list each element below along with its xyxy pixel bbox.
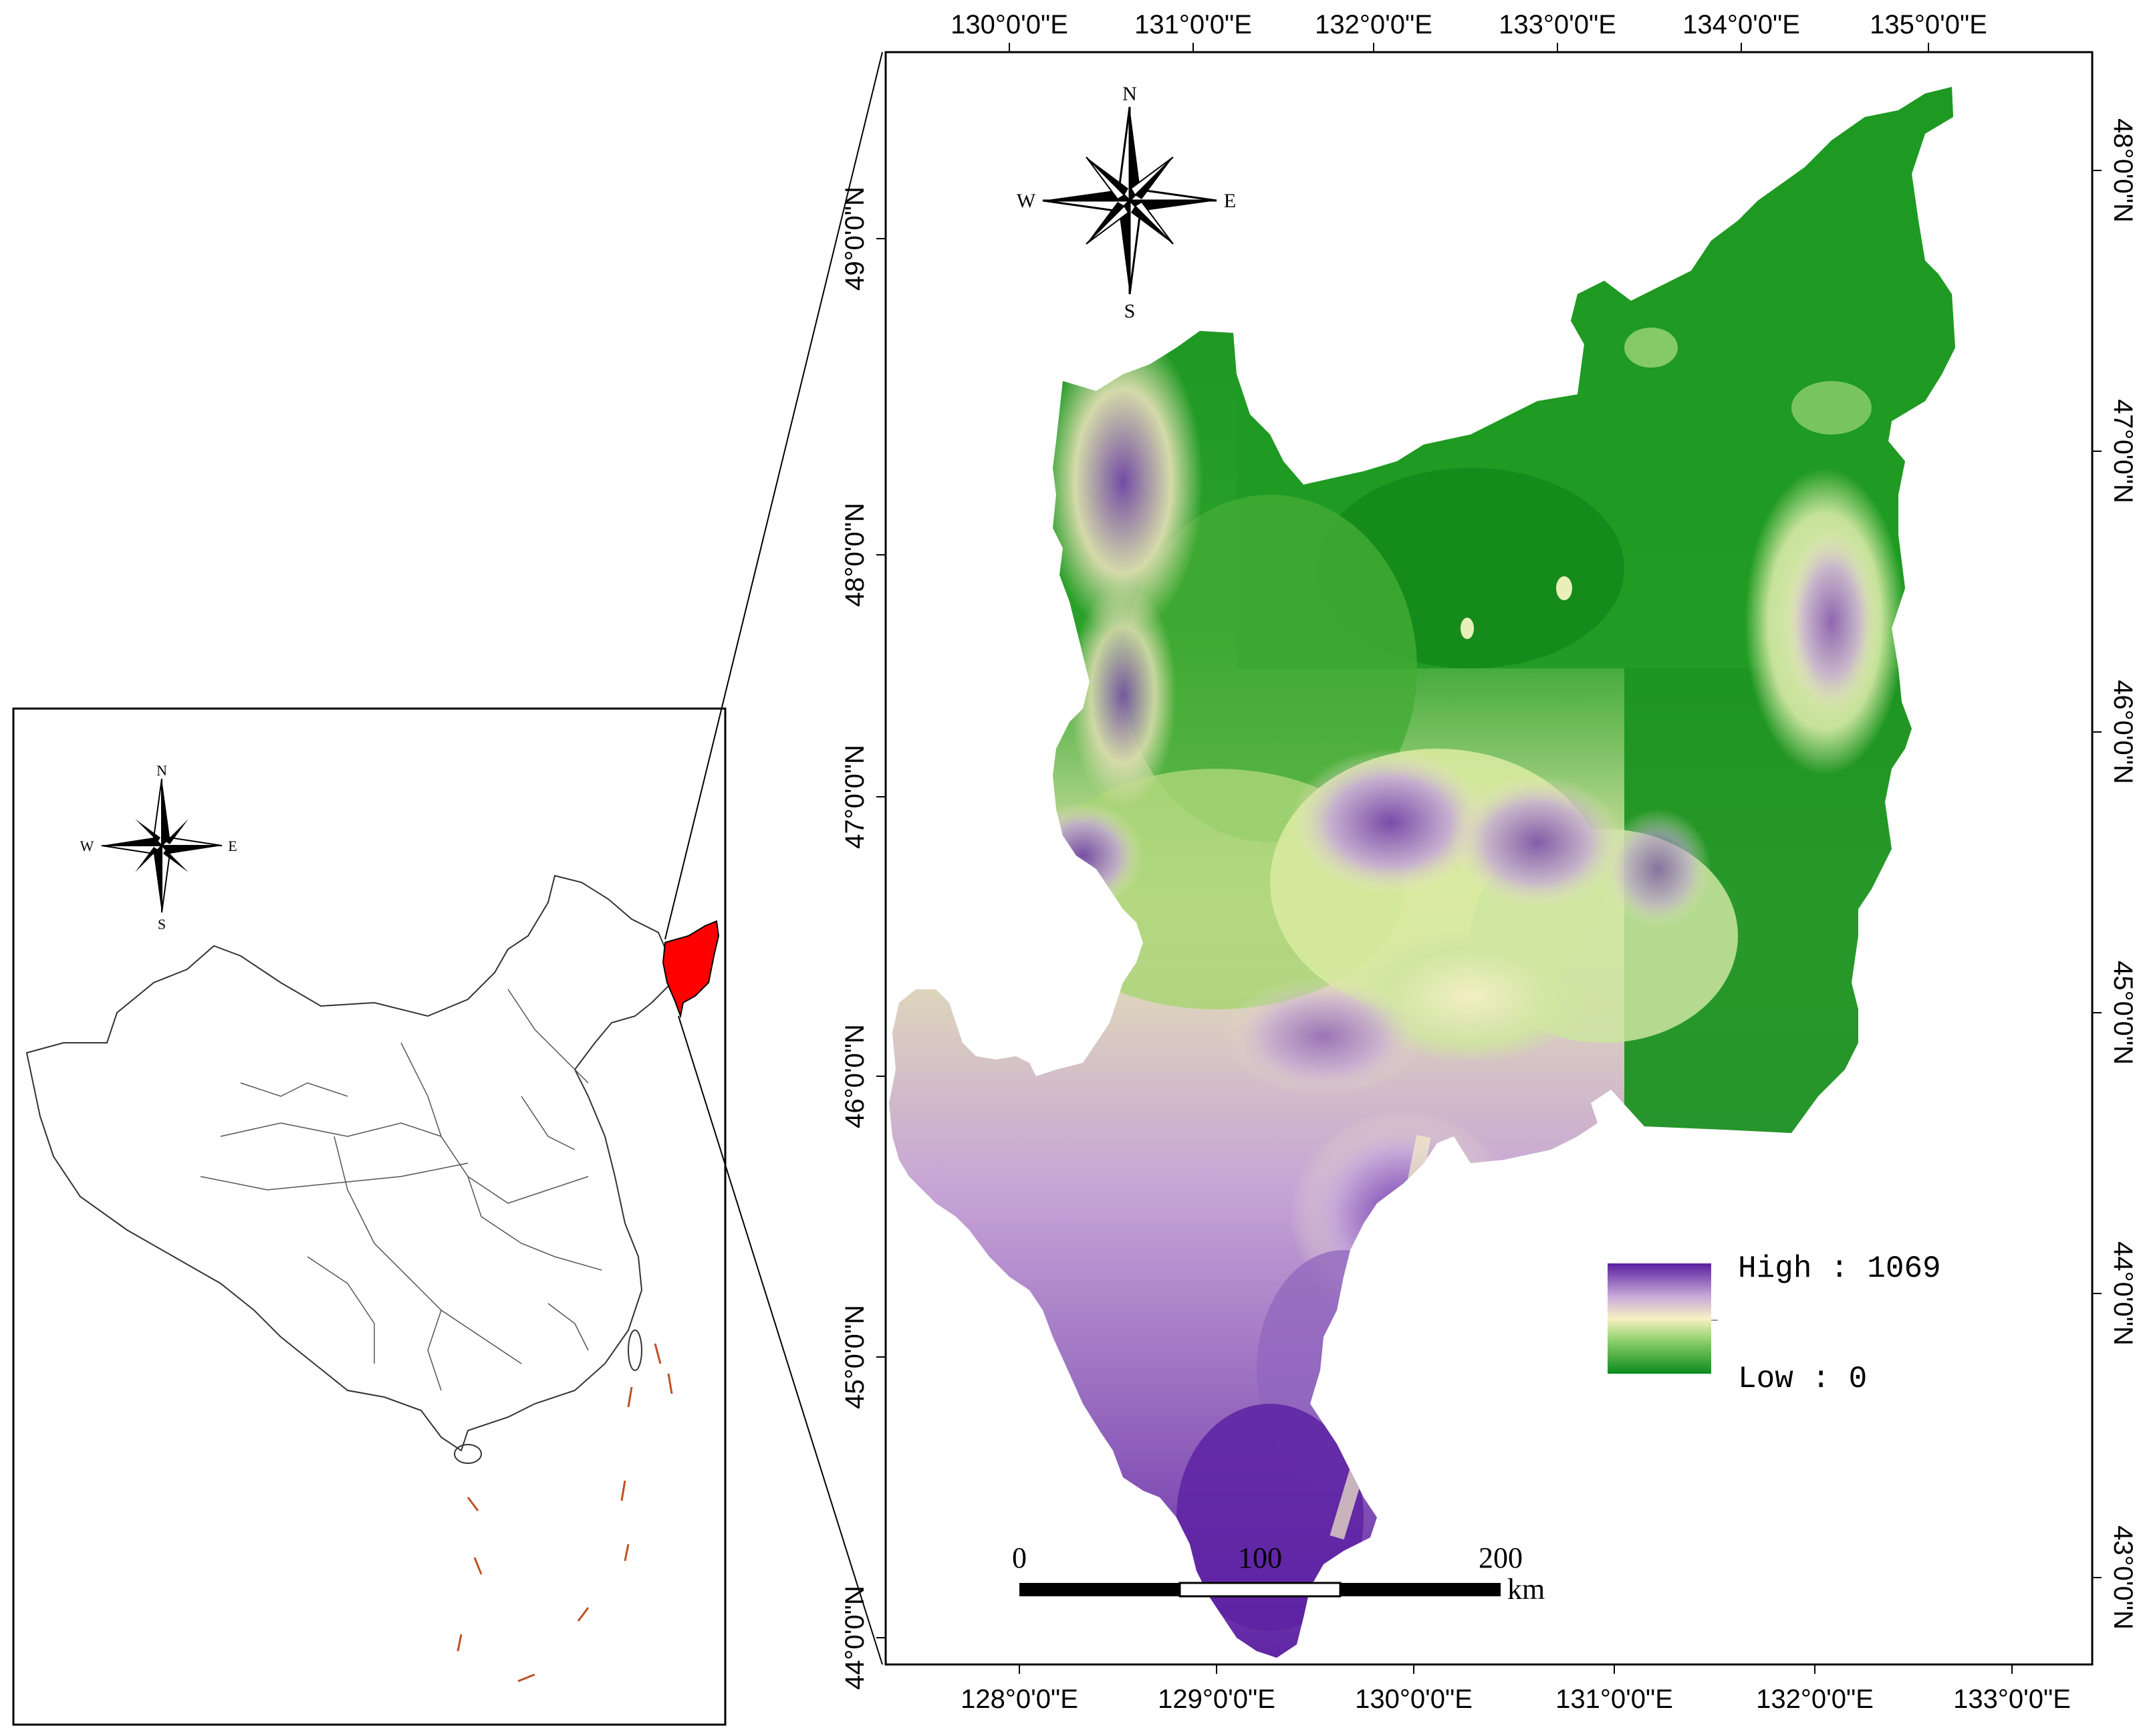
right-lat-label: 48°0'0"N: [2108, 118, 2138, 223]
zoom-connector-lines: [664, 51, 883, 1665]
left-lat-label: 49°0'0"N: [840, 187, 870, 291]
top-lon-label: 133°0'0"E: [1499, 10, 1616, 39]
bottom-longitude-labels: 128°0'0"E 129°0'0"E 130°0'0"E 131°0'0"E …: [961, 1685, 2071, 1714]
left-lat-label: 45°0'0"N: [840, 1305, 870, 1409]
elevation-legend: High : 1069 Low : 0: [1608, 1251, 1941, 1396]
left-lat-label: 44°0'0"N: [840, 1586, 870, 1690]
right-lat-label: 47°0'0"N: [2108, 399, 2138, 503]
scale-label-200: 200: [1479, 1541, 1523, 1574]
inset-compass-e: E: [228, 838, 237, 854]
scale-label-100: 100: [1238, 1541, 1282, 1574]
right-latitude-labels: 48°0'0"N 47°0'0"N 46°0'0"N 45°0'0"N 44°0…: [2108, 118, 2138, 1630]
top-lon-label: 134°0'0"E: [1682, 10, 1800, 39]
legend-color-ramp: [1608, 1263, 1711, 1374]
bottom-lon-label: 133°0'0"E: [1953, 1685, 2071, 1714]
main-compass-e: E: [1224, 190, 1236, 212]
inset-map: N S W E: [12, 707, 727, 1726]
main-compass-n: N: [1122, 83, 1137, 105]
province-boundaries: [200, 989, 602, 1391]
left-lat-label: 48°0'0"N: [840, 503, 870, 607]
scale-bar: 0 100 200 km: [1012, 1541, 1545, 1606]
left-latitude-labels: 49°0'0"N 48°0'0"N 47°0'0"N 46°0'0"N 45°0…: [840, 187, 870, 1690]
top-lon-label: 130°0'0"E: [951, 10, 1068, 39]
top-lon-label: 135°0'0"E: [1870, 10, 1987, 39]
bottom-lon-label: 128°0'0"E: [961, 1685, 1078, 1714]
bottom-lon-label: 129°0'0"E: [1158, 1685, 1275, 1714]
study-area-highlight: [662, 920, 720, 1019]
hainan-island: [454, 1444, 482, 1464]
bottom-lon-label: 132°0'0"E: [1756, 1685, 1874, 1714]
inset-compass-s: S: [158, 916, 166, 933]
top-longitude-labels: 130°0'0"E 131°0'0"E 132°0'0"E 133°0'0"E …: [951, 10, 1987, 39]
right-lat-label: 45°0'0"N: [2108, 961, 2138, 1065]
legend-high-label: High : 1069: [1738, 1251, 1941, 1286]
nine-dash-line: [457, 1343, 673, 1683]
left-lat-label: 46°0'0"N: [840, 1024, 870, 1128]
top-lon-label: 132°0'0"E: [1315, 10, 1432, 39]
main-compass-s: S: [1124, 300, 1136, 322]
inset-compass-n: N: [156, 762, 167, 779]
legend-low-label: Low : 0: [1738, 1362, 1867, 1396]
taiwan-island: [628, 1330, 642, 1371]
china-outline: [25, 874, 673, 1452]
right-lat-label: 43°0'0"N: [2108, 1525, 2138, 1630]
bottom-lon-label: 131°0'0"E: [1555, 1685, 1673, 1714]
left-lat-label: 47°0'0"N: [840, 745, 870, 849]
main-compass-w: W: [1017, 190, 1036, 212]
right-lat-label: 44°0'0"N: [2108, 1241, 2138, 1346]
main-compass-icon: N S W E: [1017, 83, 1236, 322]
map-ticks: [876, 43, 2102, 1674]
right-lat-label: 46°0'0"N: [2108, 680, 2138, 784]
inset-frame: [12, 707, 727, 1726]
top-lon-label: 131°0'0"E: [1134, 10, 1252, 39]
inset-compass-w: W: [80, 838, 94, 854]
scale-unit: km: [1507, 1573, 1545, 1606]
scale-label-0: 0: [1012, 1541, 1027, 1574]
bottom-lon-label: 130°0'0"E: [1355, 1685, 1473, 1714]
inset-compass-icon: N S W E: [80, 762, 237, 933]
main-map: 130°0'0"E 131°0'0"E 132°0'0"E 133°0'0"E …: [840, 10, 2138, 1714]
